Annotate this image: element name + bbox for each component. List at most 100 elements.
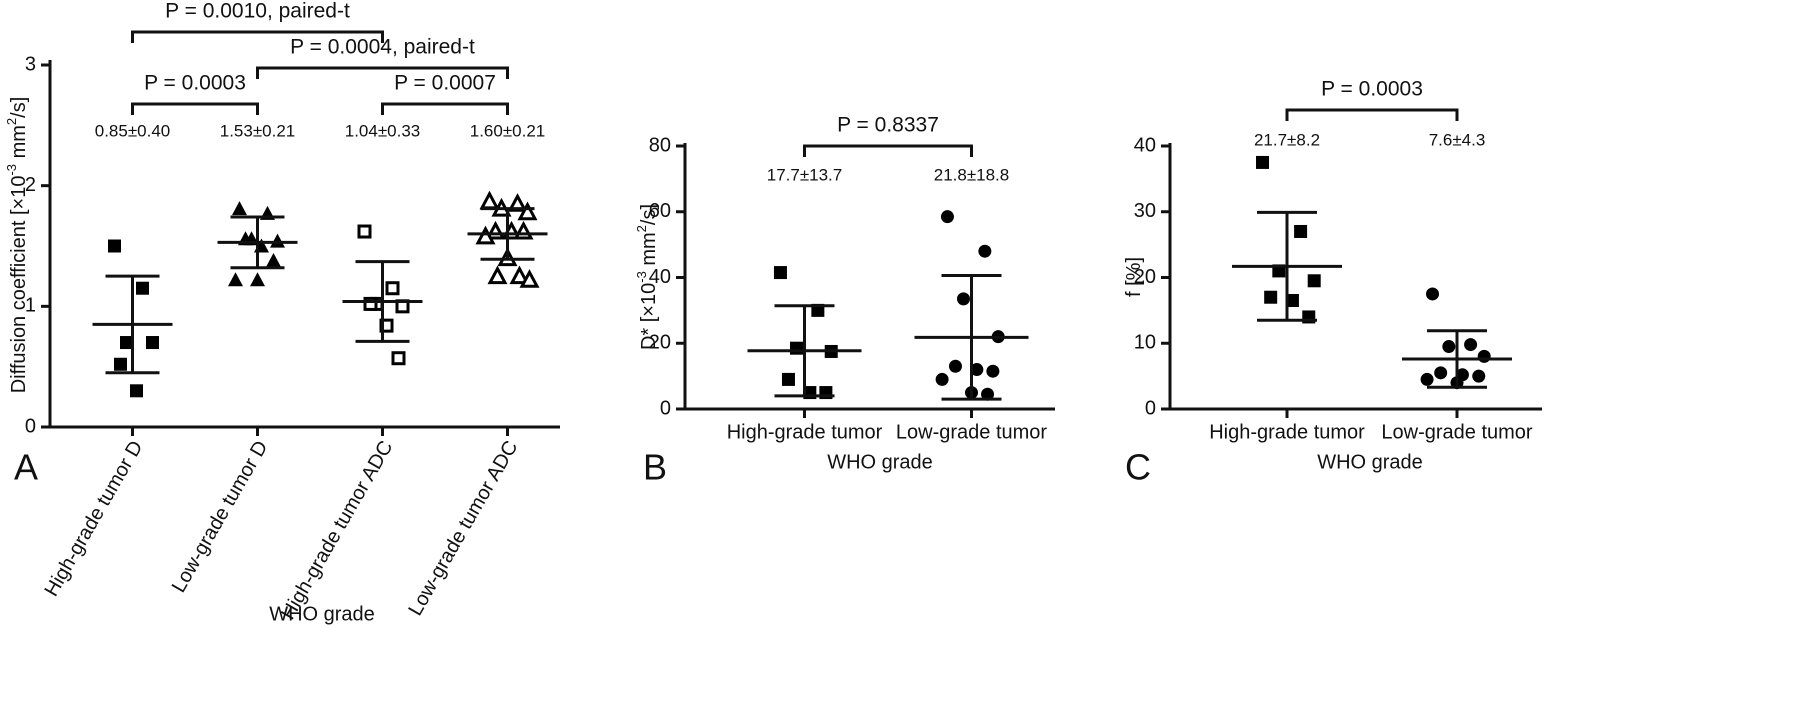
significance-label: P = 0.0004, paired-t xyxy=(290,36,475,59)
value-label: 0.85±0.40 xyxy=(95,121,171,140)
y-tick-label: 20 xyxy=(649,332,671,354)
x-axis-label: WHO grade xyxy=(827,451,933,473)
point xyxy=(1256,155,1270,169)
y-tick-label: 60 xyxy=(649,200,671,222)
point xyxy=(487,265,508,285)
point xyxy=(250,272,265,287)
value-label: 1.53±0.21 xyxy=(220,121,296,140)
y-axis-label-part: mm xyxy=(8,125,30,164)
y-tick-label: 3 xyxy=(25,53,36,75)
panel-label: C xyxy=(1125,447,1151,488)
y-tick-label: 2 xyxy=(25,174,36,196)
value-label: 1.04±0.33 xyxy=(345,121,421,140)
significance-bracket xyxy=(803,144,973,157)
x-tick-label: High-grade tumor xyxy=(1209,421,1365,443)
point xyxy=(970,363,984,377)
y-tick-label: 40 xyxy=(649,266,671,288)
point xyxy=(363,296,378,311)
significance-bracket xyxy=(1285,108,1459,121)
y-axis-label-part: 2 xyxy=(4,118,19,125)
point xyxy=(509,265,530,285)
y-tick-label: 30 xyxy=(1134,200,1156,222)
y-tick-label: 0 xyxy=(1145,397,1156,419)
point xyxy=(108,239,121,253)
point xyxy=(940,210,954,224)
value-label: 7.6±4.3 xyxy=(1429,130,1486,149)
point xyxy=(228,272,243,287)
x-tick-label: Low-grade tumor ADC xyxy=(404,437,522,619)
y-axis-label: D* [×10-3 mm2/s] xyxy=(634,204,660,350)
point xyxy=(978,244,992,258)
y-tick-label: 40 xyxy=(1134,134,1156,156)
point xyxy=(507,193,528,212)
y-tick-label: 0 xyxy=(25,415,36,437)
point xyxy=(357,224,372,239)
point xyxy=(948,359,962,373)
point xyxy=(232,201,247,216)
value-label: 21.8±18.8 xyxy=(934,165,1010,184)
significance-bracket xyxy=(131,102,259,115)
y-axis-label-part: -3 xyxy=(634,271,649,283)
y-axis-label: f [%] xyxy=(1123,257,1145,297)
x-axis-label: WHO grade xyxy=(269,603,375,625)
y-axis-label: Diffusion coefficient [×10-3 mm2/s] xyxy=(4,97,30,394)
point xyxy=(981,387,995,401)
point xyxy=(1426,287,1440,301)
significance-bracket xyxy=(256,66,509,79)
significance-label: P = 0.0003 xyxy=(1321,78,1423,101)
point xyxy=(1477,349,1491,363)
point xyxy=(935,372,949,386)
x-tick-label: High-grade tumor D xyxy=(41,437,148,600)
significance-bracket xyxy=(131,30,384,43)
point xyxy=(120,336,133,350)
point xyxy=(519,269,540,288)
point xyxy=(266,252,281,267)
point xyxy=(1442,340,1456,354)
value-label: 21.7±8.2 xyxy=(1254,130,1320,149)
y-tick-label: 1 xyxy=(25,295,36,317)
point xyxy=(130,384,143,398)
value-label: 17.7±13.7 xyxy=(767,165,843,184)
x-tick-label: Low-grade tumor xyxy=(896,421,1048,443)
point xyxy=(136,281,149,295)
y-axis-label-part: -3 xyxy=(4,164,19,176)
point xyxy=(391,351,406,366)
point xyxy=(1464,338,1478,352)
significance-label: P = 0.0003 xyxy=(144,72,246,95)
point xyxy=(385,281,400,296)
x-axis-label: WHO grade xyxy=(1317,451,1423,473)
point xyxy=(773,266,787,280)
x-tick-label: High-grade tumor xyxy=(727,421,883,443)
y-tick-label: 80 xyxy=(649,134,671,156)
y-axis-label-part: f [%] xyxy=(1123,257,1145,297)
x-tick-label: High-grade tumor ADC xyxy=(277,437,397,623)
y-tick-label: 10 xyxy=(1134,332,1156,354)
y-axis-label-part: /s] xyxy=(638,204,660,225)
point xyxy=(479,190,500,210)
point xyxy=(270,233,285,248)
y-axis-label-part: D* [×10 xyxy=(638,283,660,350)
y-tick-label: 0 xyxy=(660,397,671,419)
x-tick-label: Low-grade tumor xyxy=(1381,421,1533,443)
point xyxy=(1434,366,1448,380)
point xyxy=(956,292,970,306)
point xyxy=(1420,372,1434,386)
significance-label: P = 0.0010, paired-t xyxy=(165,0,350,23)
point xyxy=(146,336,159,350)
point xyxy=(986,364,1000,378)
point xyxy=(1472,369,1486,383)
point xyxy=(1264,290,1278,304)
y-axis-label-part: /s] xyxy=(8,97,30,118)
y-axis-label-part: Diffusion coefficient [×10 xyxy=(8,176,30,394)
point xyxy=(789,341,803,355)
y-axis-label-part: mm xyxy=(638,232,660,271)
point xyxy=(114,357,127,371)
x-tick-label: Low-grade tumor D xyxy=(168,437,273,596)
significance-label: P = 0.0007 xyxy=(394,72,496,95)
point xyxy=(517,201,538,221)
significance-bracket xyxy=(381,102,509,115)
y-axis-label-part: 2 xyxy=(634,225,649,232)
point xyxy=(475,225,496,245)
